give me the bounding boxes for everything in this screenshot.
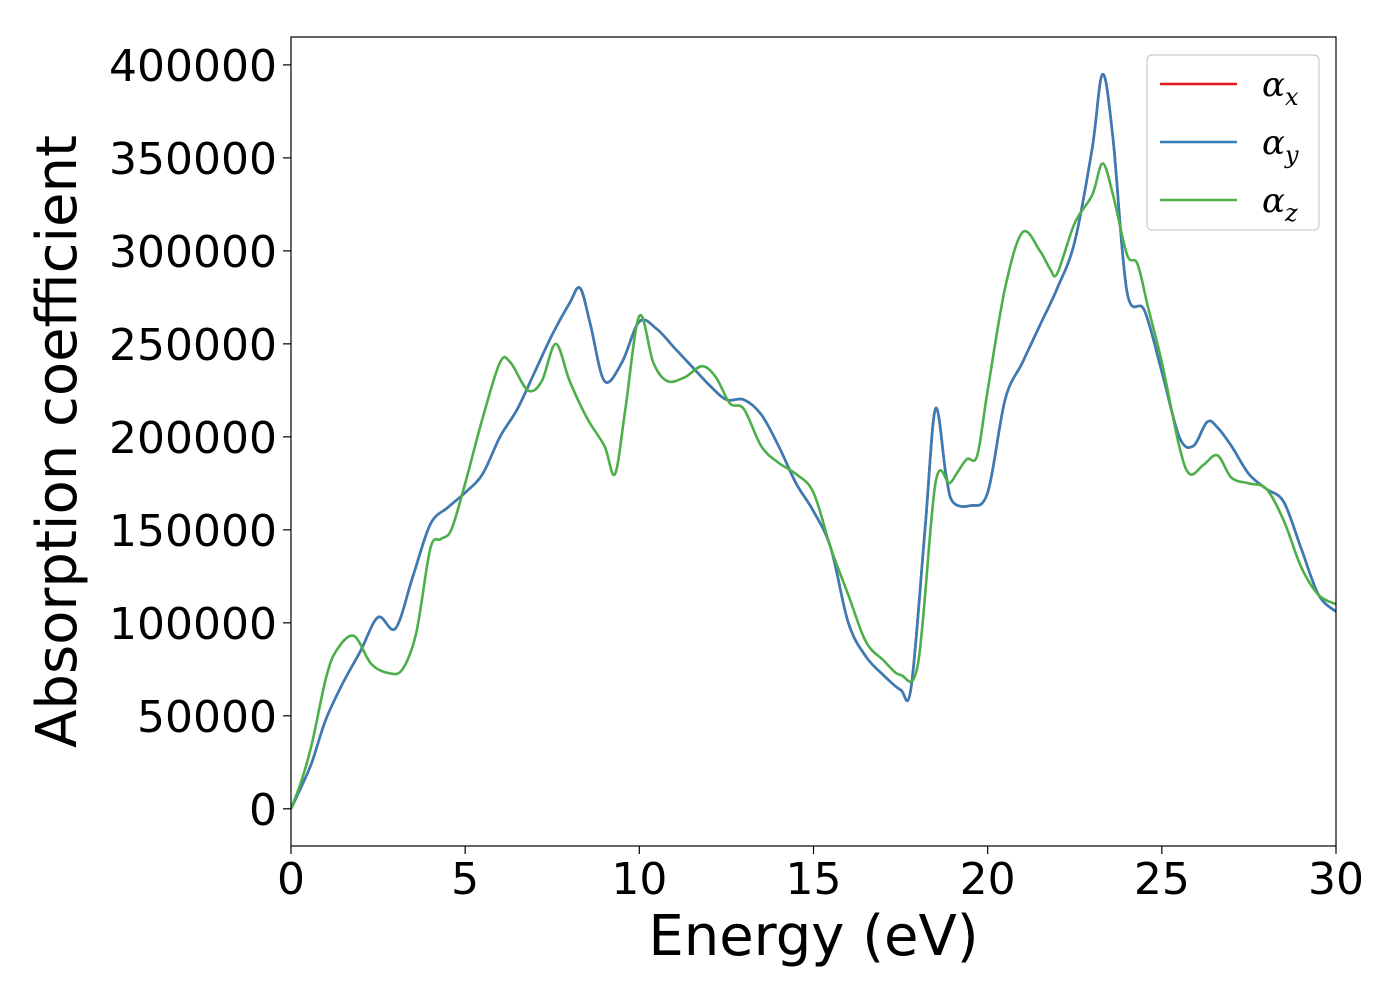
x-tick-label: 20 — [960, 854, 1016, 905]
series-layer — [291, 72, 1336, 810]
x-tick-label: 25 — [1134, 854, 1190, 905]
x-tick-label: 30 — [1308, 854, 1364, 905]
x-tick-label: 15 — [786, 854, 842, 905]
x-axis-title: Energy (eV) — [648, 904, 978, 969]
x-tick-label: 0 — [277, 854, 305, 905]
series-line-z — [291, 162, 1336, 810]
y-tick-label: 350000 — [109, 134, 277, 185]
x-tick-label: 10 — [611, 854, 667, 905]
x-axis: 0 5 10 15 20 25 30 — [277, 846, 1364, 905]
y-axis: 0 50000 100000 150000 200000 250000 300000 3500… — [109, 41, 291, 836]
legend-label-z: αz — [1262, 181, 1298, 227]
y-tick-label: 250000 — [109, 320, 277, 371]
y-tick-label: 400000 — [109, 41, 277, 92]
y-tick-label: 100000 — [109, 599, 277, 650]
y-axis-title: Absorption coefficient — [25, 135, 90, 748]
x-tick-label: 5 — [451, 854, 479, 905]
y-tick-label: 150000 — [109, 506, 277, 557]
series-line-y — [291, 72, 1336, 810]
y-tick-label: 300000 — [109, 227, 277, 278]
y-tick-label: 50000 — [137, 692, 277, 743]
legend-label-y: αy — [1262, 123, 1299, 169]
legend: αx αy αz — [1146, 54, 1320, 231]
y-tick-label: 0 — [249, 785, 277, 836]
legend-label-x: αx — [1262, 65, 1299, 111]
y-tick-label: 200000 — [109, 413, 277, 464]
